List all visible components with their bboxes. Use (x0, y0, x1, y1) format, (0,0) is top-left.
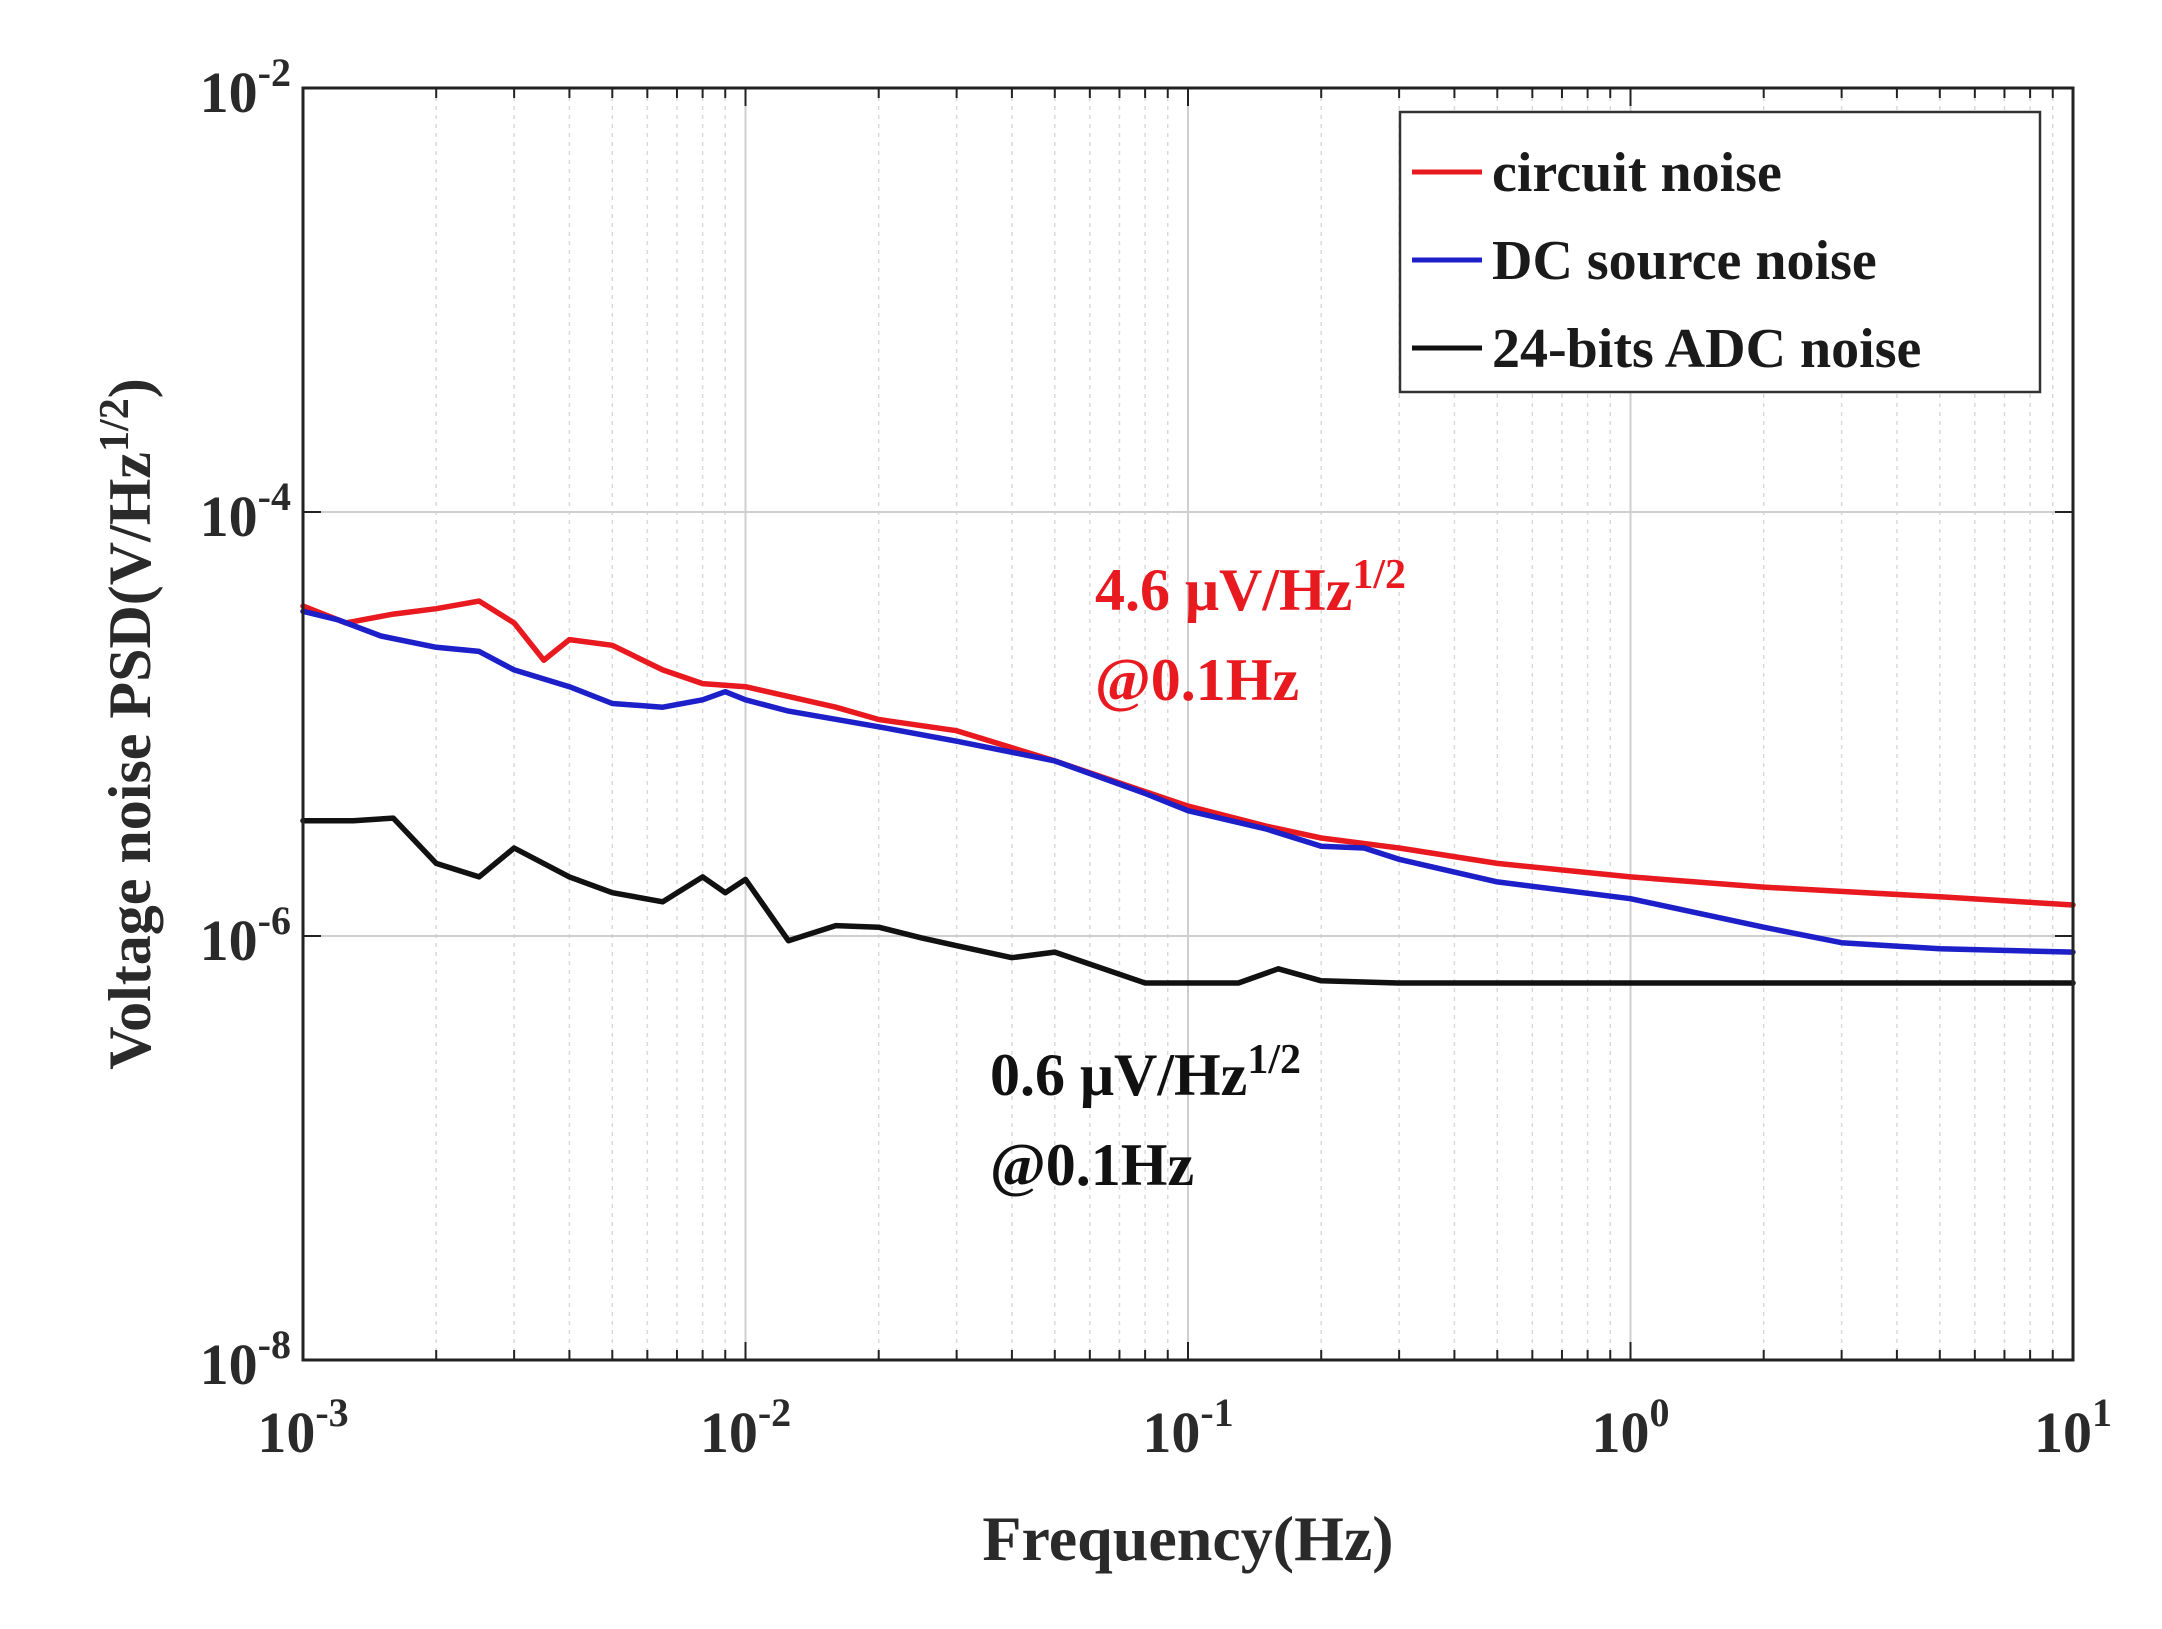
y-tick-label-base: 10 (200, 908, 258, 973)
legend-label-adc-noise: 24-bits ADC noise (1492, 318, 1921, 380)
y-axis-label-close: ) (97, 378, 163, 398)
x-tick-label: 101 (2034, 1390, 2112, 1465)
y-tick-label-exponent: -6 (258, 898, 291, 943)
series-layer (300, 598, 2076, 986)
annotations: 4.6 μV/Hz1/2 @0.1Hz 0.6 μV/Hz1/2 @0.1Hz (990, 552, 1406, 1198)
x-tick-label: 10-3 (257, 1390, 348, 1465)
y-tick-label-exponent: -4 (258, 474, 291, 519)
x-tick-label-exponent: 0 (1650, 1390, 1670, 1435)
tick-marks (302, 87, 2074, 1361)
legend: circuit noise DC source noise 24-bits AD… (1398, 110, 2042, 394)
annotation-adc-value-sup: 1/2 (1247, 1037, 1301, 1083)
x-tick-label-base: 10 (2034, 1400, 2092, 1465)
x-tick-label-exponent: -2 (758, 1390, 791, 1435)
x-tick-label: 100 (1592, 1390, 1670, 1465)
x-axis-label: Frequency(Hz) (982, 1503, 1393, 1574)
x-tick-label-exponent: 1 (2092, 1390, 2112, 1435)
y-tick-label-exponent: -8 (258, 1322, 291, 1367)
legend-label-circuit-noise: circuit noise (1492, 142, 1782, 204)
x-tick-label-base: 10 (1142, 1400, 1200, 1465)
y-tick-label-exponent: -2 (258, 50, 291, 95)
series-line-24-bits-adc-noise (300, 815, 2076, 986)
legend-box (1398, 110, 2042, 394)
x-tick-label-base: 10 (700, 1400, 758, 1465)
annotation-circuit-value-text: 4.6 μV/Hz (1095, 557, 1352, 623)
annotation-adc-value-text: 0.6 μV/Hz (990, 1042, 1247, 1108)
y-axis-label-sup: 1/2 (92, 398, 138, 452)
annotation-circuit-frequency: @0.1Hz (1095, 647, 1299, 713)
x-tick-label-base: 10 (1592, 1400, 1650, 1465)
y-axis-label-main: Voltage noise PSD(V/Hz (97, 452, 163, 1070)
y-tick-label-base: 10 (200, 60, 258, 125)
annotation-adc-frequency: @0.1Hz (990, 1132, 1194, 1198)
series-line-dc-source-noise (300, 608, 2076, 955)
y-tick-label: 10-4 (200, 474, 291, 549)
x-tick-label-base: 10 (257, 1400, 315, 1465)
legend-label-dc-source-noise: DC source noise (1492, 230, 1877, 292)
x-tick-label-exponent: -1 (1200, 1390, 1233, 1435)
annotation-circuit-value-sup: 1/2 (1352, 552, 1406, 598)
x-tick-label-exponent: -3 (315, 1390, 348, 1435)
y-tick-label: 10-6 (200, 898, 291, 973)
series-line-circuit-noise (300, 598, 2076, 908)
y-axis-label: Voltage noise PSD(V/Hz1/2) (92, 378, 163, 1069)
x-tick-label: 10-1 (1142, 1390, 1233, 1465)
y-tick-label: 10-2 (200, 50, 291, 125)
x-tick-label: 10-2 (700, 1390, 791, 1465)
y-tick-label-base: 10 (200, 1332, 258, 1397)
annotation-adc-value: 0.6 μV/Hz1/2 (990, 1037, 1301, 1108)
annotation-circuit-value: 4.6 μV/Hz1/2 (1095, 552, 1406, 623)
y-tick-label: 10-8 (200, 1322, 291, 1397)
y-tick-label-base: 10 (200, 484, 258, 549)
